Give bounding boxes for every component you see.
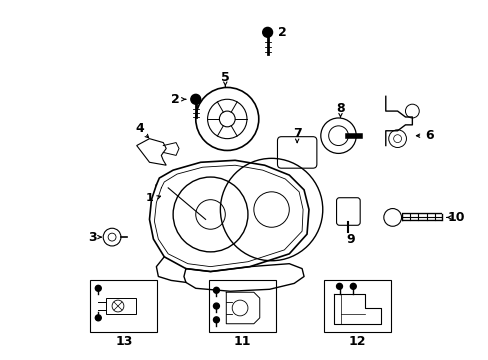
Circle shape [95, 315, 101, 321]
Circle shape [95, 285, 101, 291]
Text: 4: 4 [135, 122, 144, 135]
Circle shape [262, 27, 272, 37]
Circle shape [336, 283, 342, 289]
Text: 2: 2 [278, 26, 286, 39]
Text: 2: 2 [170, 93, 179, 106]
Bar [106, 298, 136, 314]
Text: 7: 7 [292, 127, 301, 140]
Text: 13: 13 [115, 335, 132, 348]
Bar [323, 280, 390, 332]
Circle shape [349, 283, 356, 289]
Circle shape [213, 303, 219, 309]
Circle shape [213, 287, 219, 293]
Text: 5: 5 [221, 71, 229, 84]
Text: 9: 9 [346, 233, 354, 246]
Text: 8: 8 [335, 102, 344, 114]
Bar [208, 280, 275, 332]
Text: 11: 11 [233, 335, 250, 348]
Text: 6: 6 [424, 129, 432, 142]
Circle shape [190, 94, 200, 104]
Text: 1: 1 [145, 193, 153, 203]
Text: 12: 12 [348, 335, 365, 348]
Bar [90, 280, 157, 332]
Circle shape [213, 317, 219, 323]
Text: 3: 3 [88, 231, 97, 244]
Text: 10: 10 [447, 211, 465, 224]
